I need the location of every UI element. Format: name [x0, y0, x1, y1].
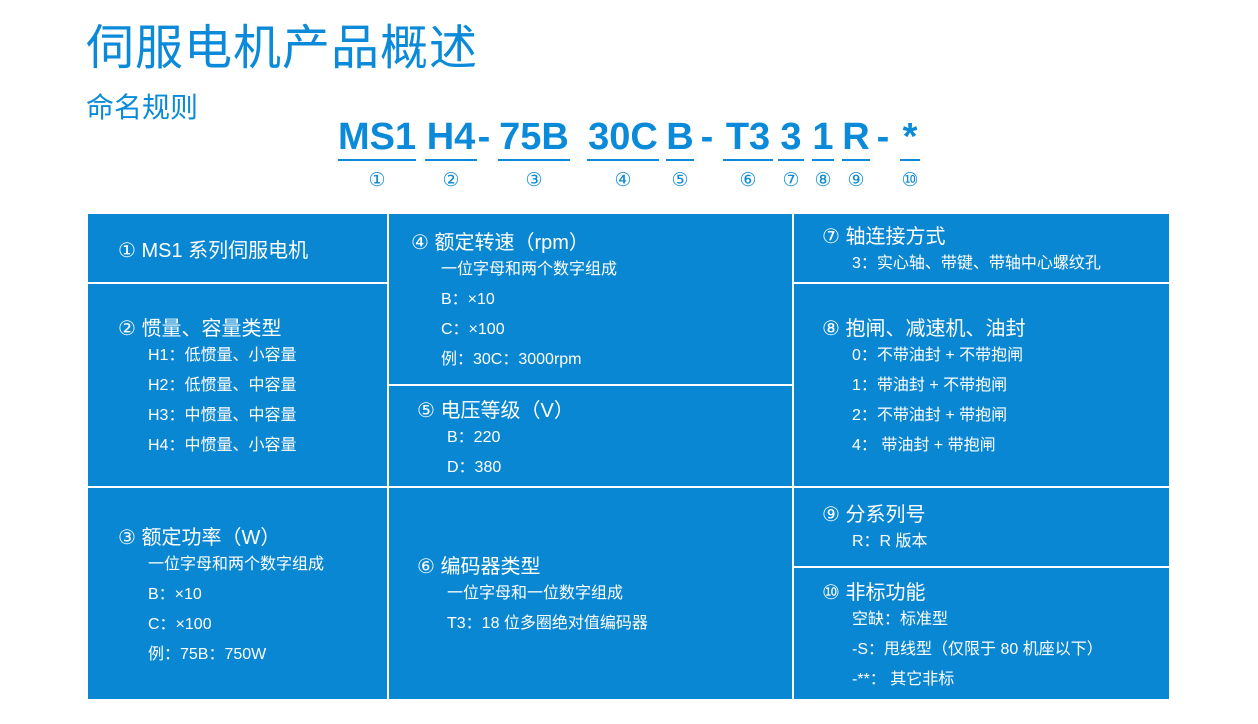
segment-number — [876, 167, 890, 189]
cell-line: -S：甩线型（仅限于 80 机座以下） — [852, 641, 1103, 658]
cell-line: C：×100 — [148, 616, 212, 633]
cell-line: 3：实心轴、带键、带轴中心螺纹孔 — [852, 255, 1101, 272]
segment-number — [700, 167, 714, 189]
segment-number: ④ — [614, 170, 632, 191]
page-title: 伺服电机产品概述 — [86, 22, 479, 75]
table-cell: ④ 额定转速（rpm） 一位字母和两个数字组成 B：×10 C：×100 例：30C：3… — [388, 213, 793, 385]
segment-number — [477, 167, 491, 189]
cell-heading: ④ 额定转速（rpm） — [411, 232, 589, 254]
cell-heading: ⑥ 编码器类型 — [417, 556, 541, 578]
cell-line: H3：中惯量、中容量 — [148, 407, 297, 424]
segment-code: - — [876, 116, 890, 158]
cell-line: 0：不带油封 + 不带抱闸 — [852, 347, 1024, 364]
table-cell: ① MS1 系列伺服电机 — [87, 213, 388, 283]
code-segment: H4 ② — [425, 116, 477, 192]
cell-line: B：×10 — [441, 291, 495, 308]
cell-heading: ⑧ 抱闸、减速机、油封 — [822, 318, 1026, 340]
cell-heading: ⑨ 分系列号 — [822, 504, 926, 526]
cell-heading: ⑤ 电压等级（V） — [417, 400, 574, 422]
segment-number: ⑨ — [847, 170, 865, 191]
table-cell: ⑨ 分系列号 R：R 版本 — [793, 487, 1170, 567]
segment-code: MS1 — [338, 117, 416, 161]
code-segment: - — [477, 116, 491, 189]
cell-line: B：220 — [447, 429, 501, 446]
segment-number: ⑦ — [782, 170, 800, 191]
cell-line: 一位字母和两个数字组成 — [148, 556, 325, 573]
segment-code: 3 — [778, 117, 804, 161]
cell-line: -**： 其它非标 — [852, 671, 955, 688]
table-cell: ⑩ 非标功能空缺：标准型 -S：甩线型（仅限于 80 机座以下） -**： 其它非标 — [793, 567, 1170, 700]
cell-line: R：R 版本 — [852, 533, 928, 550]
segment-code: * — [900, 117, 920, 161]
segment-code: H4 — [425, 117, 477, 161]
cell-line: H1：低惯量、小容量 — [148, 347, 297, 364]
segment-number: ② — [442, 170, 460, 191]
table-cell: ② 惯量、容量类型 H1：低惯量、小容量 H2：低惯量、中容量 H3：中惯量、中容量 H… — [87, 283, 388, 487]
cell-line: B：×10 — [148, 586, 202, 603]
segment-number: ⑧ — [814, 170, 832, 191]
cell-line: H2：低惯量、中容量 — [148, 377, 297, 394]
code-segment: 30C ④ — [587, 116, 659, 192]
code-segment: - — [876, 116, 890, 189]
code-segment: MS1 ① — [338, 116, 416, 192]
segment-code: - — [700, 116, 714, 158]
cell-line: C：×100 — [441, 321, 505, 338]
segment-code: R — [842, 117, 870, 161]
cell-line: H4：中惯量、小容量 — [148, 437, 297, 454]
segment-number: ① — [368, 170, 386, 191]
segment-code: T3 — [723, 117, 773, 161]
segment-code: 1 — [812, 117, 834, 161]
segment-number: ③ — [525, 170, 543, 191]
code-segment: - — [700, 116, 714, 189]
table-cell: ⑦ 轴连接方式 3：实心轴、带键、带轴中心螺纹孔 — [793, 213, 1170, 283]
table-cell: ③ 额定功率（W） 一位字母和两个数字组成 B：×10 C：×100 例：75B：750… — [87, 487, 388, 700]
segment-code: - — [477, 116, 491, 158]
table-cell: ⑤ 电压等级（V） B：220 D：380 — [388, 385, 793, 487]
segment-code: B — [666, 117, 694, 161]
cell-line: T3：18 位多圈绝对值编码器 — [447, 615, 648, 632]
cell-heading: ⑩ 非标功能 — [822, 582, 926, 604]
cell-heading: ③ 额定功率（W） — [118, 527, 281, 549]
table-cell: ⑥ 编码器类型一位字母和一位数字组成 T3：18 位多圈绝对值编码器 — [388, 487, 793, 700]
segment-number: ⑩ — [901, 170, 919, 191]
cell-line: 例：75B：750W — [148, 646, 267, 663]
cell-line: 一位字母和一位数字组成 — [447, 585, 624, 602]
cell-line: 1：带油封 + 不带抱闸 — [852, 377, 1008, 394]
cell-line: 一位字母和两个数字组成 — [441, 261, 618, 278]
segment-code: 30C — [587, 117, 659, 161]
segment-code: 75B — [498, 117, 570, 161]
code-segment: T3 ⑥ — [723, 116, 773, 192]
section-title: 命名规则 — [86, 92, 199, 123]
cell-line: 空缺：标准型 — [852, 611, 949, 628]
segment-number: ⑤ — [671, 170, 689, 191]
cell-heading: ⑦ 轴连接方式 — [822, 226, 946, 248]
cell-line: 2：不带油封 + 带抱闸 — [852, 407, 1008, 424]
code-segment: 75B ③ — [498, 116, 570, 192]
cell-line: 例：30C：3000rpm — [441, 351, 582, 368]
segment-number: ⑥ — [739, 170, 757, 191]
cell-line: D：380 — [447, 459, 502, 476]
code-segment: * ⑩ — [900, 116, 920, 192]
cell-heading: ① MS1 系列伺服电机 — [118, 240, 309, 262]
cell-line: 4： 带油封 + 带抱闸 — [852, 437, 996, 454]
table-cell: ⑧ 抱闸、减速机、油封 0：不带油封 + 不带抱闸 1：带油封 + 不带抱闸 2：不带… — [793, 283, 1170, 487]
cell-heading: ② 惯量、容量类型 — [118, 318, 282, 340]
